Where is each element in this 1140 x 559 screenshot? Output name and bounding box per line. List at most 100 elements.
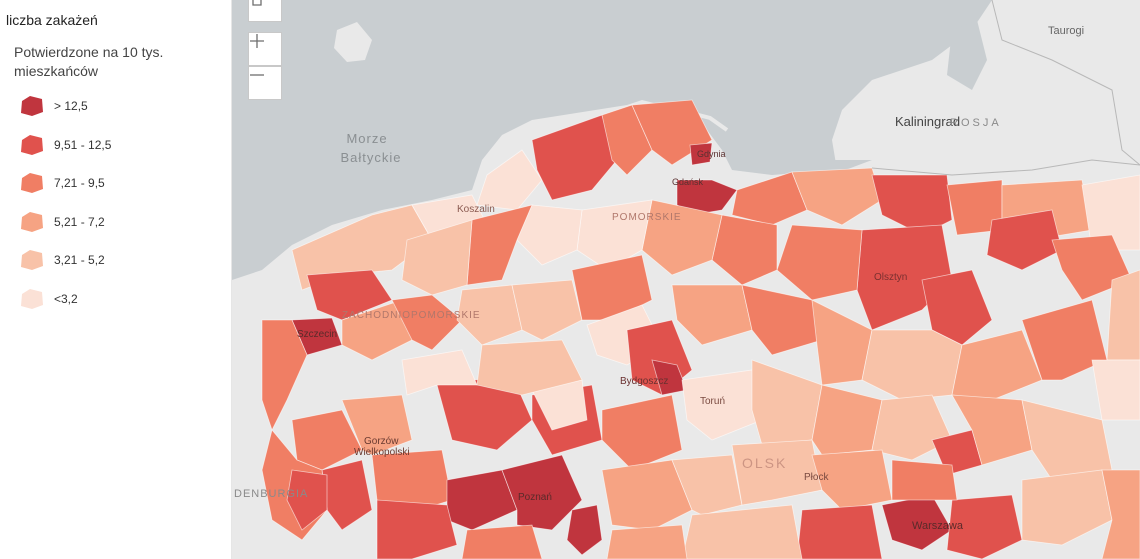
sea-label: Morze (346, 131, 387, 146)
district[interactable] (1091, 359, 1140, 421)
district[interactable] (1101, 469, 1140, 559)
legend-item: 3,21 - 5,2 (20, 249, 231, 288)
swatch-shape (21, 250, 43, 270)
sea-label: Bałtyckie (340, 150, 401, 165)
region-label-zachodniopomorskie: ZACHODNIOPOMORSKIE (342, 310, 481, 321)
district[interactable] (391, 294, 463, 351)
plus-icon-shape (250, 34, 264, 48)
city-label-olsztyn: Olsztyn (874, 272, 907, 283)
swatch-shape (21, 173, 43, 193)
district[interactable] (681, 504, 803, 559)
district[interactable] (501, 454, 583, 531)
city-label-gorzow: Gorzów (364, 436, 399, 447)
swatch-shape (21, 96, 43, 116)
legend-item: 5,21 - 7,2 (20, 211, 231, 250)
district[interactable] (986, 209, 1063, 271)
district[interactable] (891, 459, 958, 501)
city-label-warszawa: Warszawa (912, 520, 964, 532)
district[interactable] (511, 279, 583, 341)
home-button[interactable] (248, 0, 282, 22)
legend-title: liczba zakażeń (6, 12, 98, 28)
district[interactable] (689, 142, 713, 166)
district[interactable] (476, 339, 583, 396)
district[interactable] (1021, 299, 1108, 381)
zoom-out-button[interactable] (248, 66, 282, 100)
district[interactable] (376, 499, 458, 559)
district[interactable] (1021, 469, 1113, 546)
minus-icon (250, 74, 264, 76)
district[interactable] (776, 224, 863, 301)
district[interactable] (946, 494, 1023, 559)
district[interactable] (601, 394, 683, 471)
district[interactable] (306, 269, 393, 321)
legend-swatch (21, 96, 43, 116)
legend-item: 9,51 - 12,5 (20, 134, 231, 173)
district[interactable] (341, 299, 413, 361)
district[interactable] (951, 394, 1033, 466)
district[interactable] (261, 319, 308, 432)
home-icon (252, 0, 262, 6)
legend-item-label: > 12,5 (54, 99, 88, 113)
curonian-lagoon (947, 20, 987, 90)
legend-swatch (21, 134, 43, 155)
region-label-mazowieckie: OLSK (742, 455, 787, 471)
city-label-torun: Toruń (700, 396, 725, 407)
zoom-in-button[interactable] (248, 32, 282, 66)
district[interactable] (811, 299, 873, 386)
country-label-rosja: ROSJA (950, 117, 1002, 129)
district[interactable] (401, 219, 473, 296)
district[interactable] (461, 524, 543, 559)
district[interactable] (291, 409, 363, 471)
city-label-gdynia: Gdynia (697, 149, 726, 159)
district[interactable] (476, 149, 543, 211)
legend-swatch (21, 288, 43, 309)
plus-icon (250, 34, 264, 48)
legend-item: 7,21 - 9,5 (20, 172, 231, 211)
district[interactable] (671, 284, 753, 346)
country-border (991, 0, 1140, 166)
district[interactable] (796, 504, 883, 559)
swatch-shape (21, 211, 43, 232)
map-view[interactable]: Morze Bałtyckie Kaliningrad ROSJA Taurog… (232, 0, 1140, 559)
legend-swatch (21, 250, 43, 270)
legend-swatch (21, 211, 43, 232)
city-label-kaliningrad: Kaliningrad (895, 114, 960, 129)
district[interactable] (341, 394, 413, 456)
legend-item: > 12,5 (20, 95, 231, 134)
district[interactable] (606, 524, 688, 559)
district[interactable] (791, 167, 883, 226)
legend-item: <3,2 (20, 288, 231, 327)
district[interactable] (681, 369, 763, 441)
legend-panel: liczba zakażeń Potwierdzone na 10 tys. m… (0, 0, 232, 559)
city-label-gorzow: Wielkopolski (354, 447, 410, 458)
district[interactable] (601, 459, 693, 531)
district[interactable] (401, 349, 478, 396)
districts[interactable] (261, 99, 1140, 559)
region-label-denburgia: DENBURGIA (234, 488, 308, 500)
region-label-pomorskie: POMORSKIE (612, 212, 682, 223)
map-canvas[interactable]: Morze Bałtyckie Kaliningrad ROSJA Taurog… (232, 0, 1140, 559)
swatch-shape (21, 288, 43, 309)
legend-item-label: 7,21 - 9,5 (54, 176, 105, 190)
legend-item-label: 5,21 - 7,2 (54, 214, 105, 229)
district[interactable] (951, 329, 1043, 401)
city-label-taurogi: Taurogi (1048, 25, 1084, 37)
city-label-szczecin: Szczecin (297, 329, 337, 340)
district[interactable] (741, 284, 823, 356)
district[interactable] (731, 171, 808, 226)
district[interactable] (286, 469, 328, 531)
district[interactable] (566, 504, 603, 556)
city-label-plock: Płock (804, 472, 829, 483)
district[interactable] (921, 269, 993, 346)
district[interactable] (1106, 269, 1140, 361)
legend-item-label: <3,2 (54, 291, 78, 306)
swatch-shape (21, 134, 43, 155)
baltic-sea (232, 0, 992, 280)
district[interactable] (1081, 174, 1140, 251)
district[interactable] (671, 454, 743, 516)
district[interactable] (456, 284, 523, 346)
city-label-poznan: Poznań (518, 492, 552, 503)
legend-item-label: 9,51 - 12,5 (54, 137, 112, 152)
district[interactable] (871, 394, 953, 461)
district[interactable] (731, 439, 823, 506)
